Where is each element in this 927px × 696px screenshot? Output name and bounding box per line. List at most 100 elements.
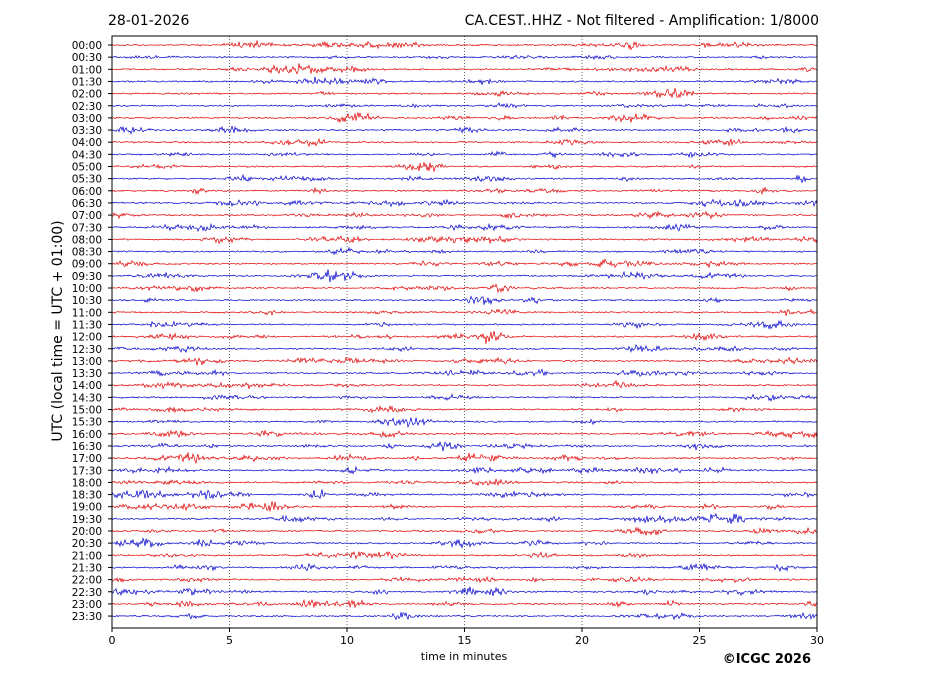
- trace-line: [111, 598, 818, 609]
- row-label: 23:00: [72, 599, 102, 611]
- row-label: 23:30: [72, 611, 102, 623]
- trace-line: [111, 246, 818, 256]
- trace-line: [111, 575, 818, 584]
- row-label: 07:00: [72, 210, 102, 222]
- copyright-label: ©ICGC 2026: [723, 652, 811, 667]
- trace-line: [111, 125, 818, 135]
- y-tick-labels: 00:0000:3001:0001:3002:0002:3003:0003:30…: [72, 40, 112, 623]
- trace-line: [111, 186, 818, 196]
- trace-line: [112, 88, 818, 99]
- trace-line: [111, 63, 818, 75]
- trace-line: [111, 112, 818, 124]
- trace-line: [111, 162, 818, 172]
- row-label: 14:30: [72, 392, 102, 404]
- trace-line: [111, 429, 818, 440]
- x-tick-label: 0: [109, 634, 116, 647]
- trace-line: [111, 295, 818, 306]
- row-label: 09:00: [72, 259, 102, 271]
- row-label: 10:30: [72, 295, 102, 307]
- trace-line: [111, 404, 818, 414]
- trace-line: [111, 562, 818, 573]
- row-label: 08:30: [72, 247, 102, 259]
- row-label: 06:30: [72, 198, 102, 210]
- row-label: 01:00: [72, 64, 102, 76]
- trace-line: [111, 551, 818, 560]
- trace-line: [111, 319, 818, 330]
- row-label: 18:00: [72, 477, 102, 489]
- trace-line: [111, 489, 818, 500]
- row-label: 12:00: [72, 332, 102, 344]
- row-label: 13:30: [72, 368, 102, 380]
- trace-line: [111, 417, 818, 428]
- row-label: 21:00: [72, 550, 102, 562]
- row-label: 16:30: [72, 441, 102, 453]
- x-grid: [229, 36, 700, 628]
- trace-line: [111, 222, 818, 233]
- trace-line: [111, 512, 818, 524]
- row-label: 21:30: [72, 562, 102, 574]
- row-label: 18:30: [72, 490, 102, 502]
- row-label: 03:30: [72, 125, 102, 137]
- row-label: 03:00: [72, 113, 102, 125]
- row-label: 15:30: [72, 417, 102, 429]
- x-ticks: 0 5 10 15 20 25 30: [109, 628, 824, 647]
- row-label: 11:00: [72, 307, 102, 319]
- chart-station-title: CA.CEST..HHZ - Not filtered - Amplificat…: [465, 13, 819, 29]
- trace-line: [111, 330, 818, 344]
- row-label: 12:30: [72, 344, 102, 356]
- x-axis-label: time in minutes: [421, 650, 508, 663]
- trace-line: [111, 210, 818, 220]
- trace-line: [111, 150, 818, 159]
- trace-line: [111, 137, 818, 148]
- trace-line: [111, 76, 818, 86]
- row-label: 10:00: [72, 283, 102, 295]
- row-label: 08:00: [72, 234, 102, 246]
- trace-line: [111, 501, 818, 512]
- row-label: 15:00: [72, 405, 102, 417]
- trace-line: [111, 586, 818, 597]
- row-label: 20:30: [72, 538, 102, 550]
- trace-line: [111, 40, 818, 51]
- x-tick-label: 20: [575, 634, 589, 647]
- trace-line: [111, 441, 818, 452]
- trace-line: [111, 102, 818, 109]
- trace-line: [111, 452, 818, 465]
- x-tick-label: 30: [810, 634, 824, 647]
- trace-line: [111, 465, 818, 475]
- trace-line: [111, 173, 818, 184]
- row-label: 00:00: [72, 40, 102, 52]
- row-label: 19:00: [72, 502, 102, 514]
- row-label: 22:00: [72, 575, 102, 587]
- x-tick-label: 10: [340, 634, 354, 647]
- row-label: 09:30: [72, 271, 102, 283]
- trace-line: [111, 198, 818, 208]
- trace-line: [111, 283, 818, 294]
- seismic-traces: [111, 40, 818, 621]
- row-label: 04:00: [72, 137, 102, 149]
- trace-line: [111, 235, 818, 245]
- row-label: 02:30: [72, 101, 102, 113]
- row-label: 20:00: [72, 526, 102, 538]
- trace-line: [111, 379, 818, 390]
- chart-date-label: 28-01-2026: [108, 13, 189, 29]
- trace-line: [111, 308, 818, 317]
- row-label: 01:30: [72, 76, 102, 88]
- row-label: 05:00: [72, 162, 102, 174]
- y-axis-label: UTC (local time = UTC + 01:00): [50, 220, 66, 441]
- trace-line: [111, 537, 818, 549]
- trace-line: [111, 368, 818, 377]
- trace-line: [111, 356, 818, 366]
- row-label: 07:30: [72, 222, 102, 234]
- row-label: 06:00: [72, 186, 102, 198]
- x-tick-label: 15: [458, 634, 472, 647]
- row-label: 11:30: [72, 319, 102, 331]
- x-tick-label: 25: [693, 634, 707, 647]
- trace-line: [111, 478, 818, 487]
- row-label: 00:30: [72, 52, 102, 64]
- row-label: 19:30: [72, 514, 102, 526]
- row-label: 04:30: [72, 149, 102, 161]
- row-label: 17:00: [72, 453, 102, 465]
- row-label: 16:00: [72, 429, 102, 441]
- trace-line: [111, 611, 818, 621]
